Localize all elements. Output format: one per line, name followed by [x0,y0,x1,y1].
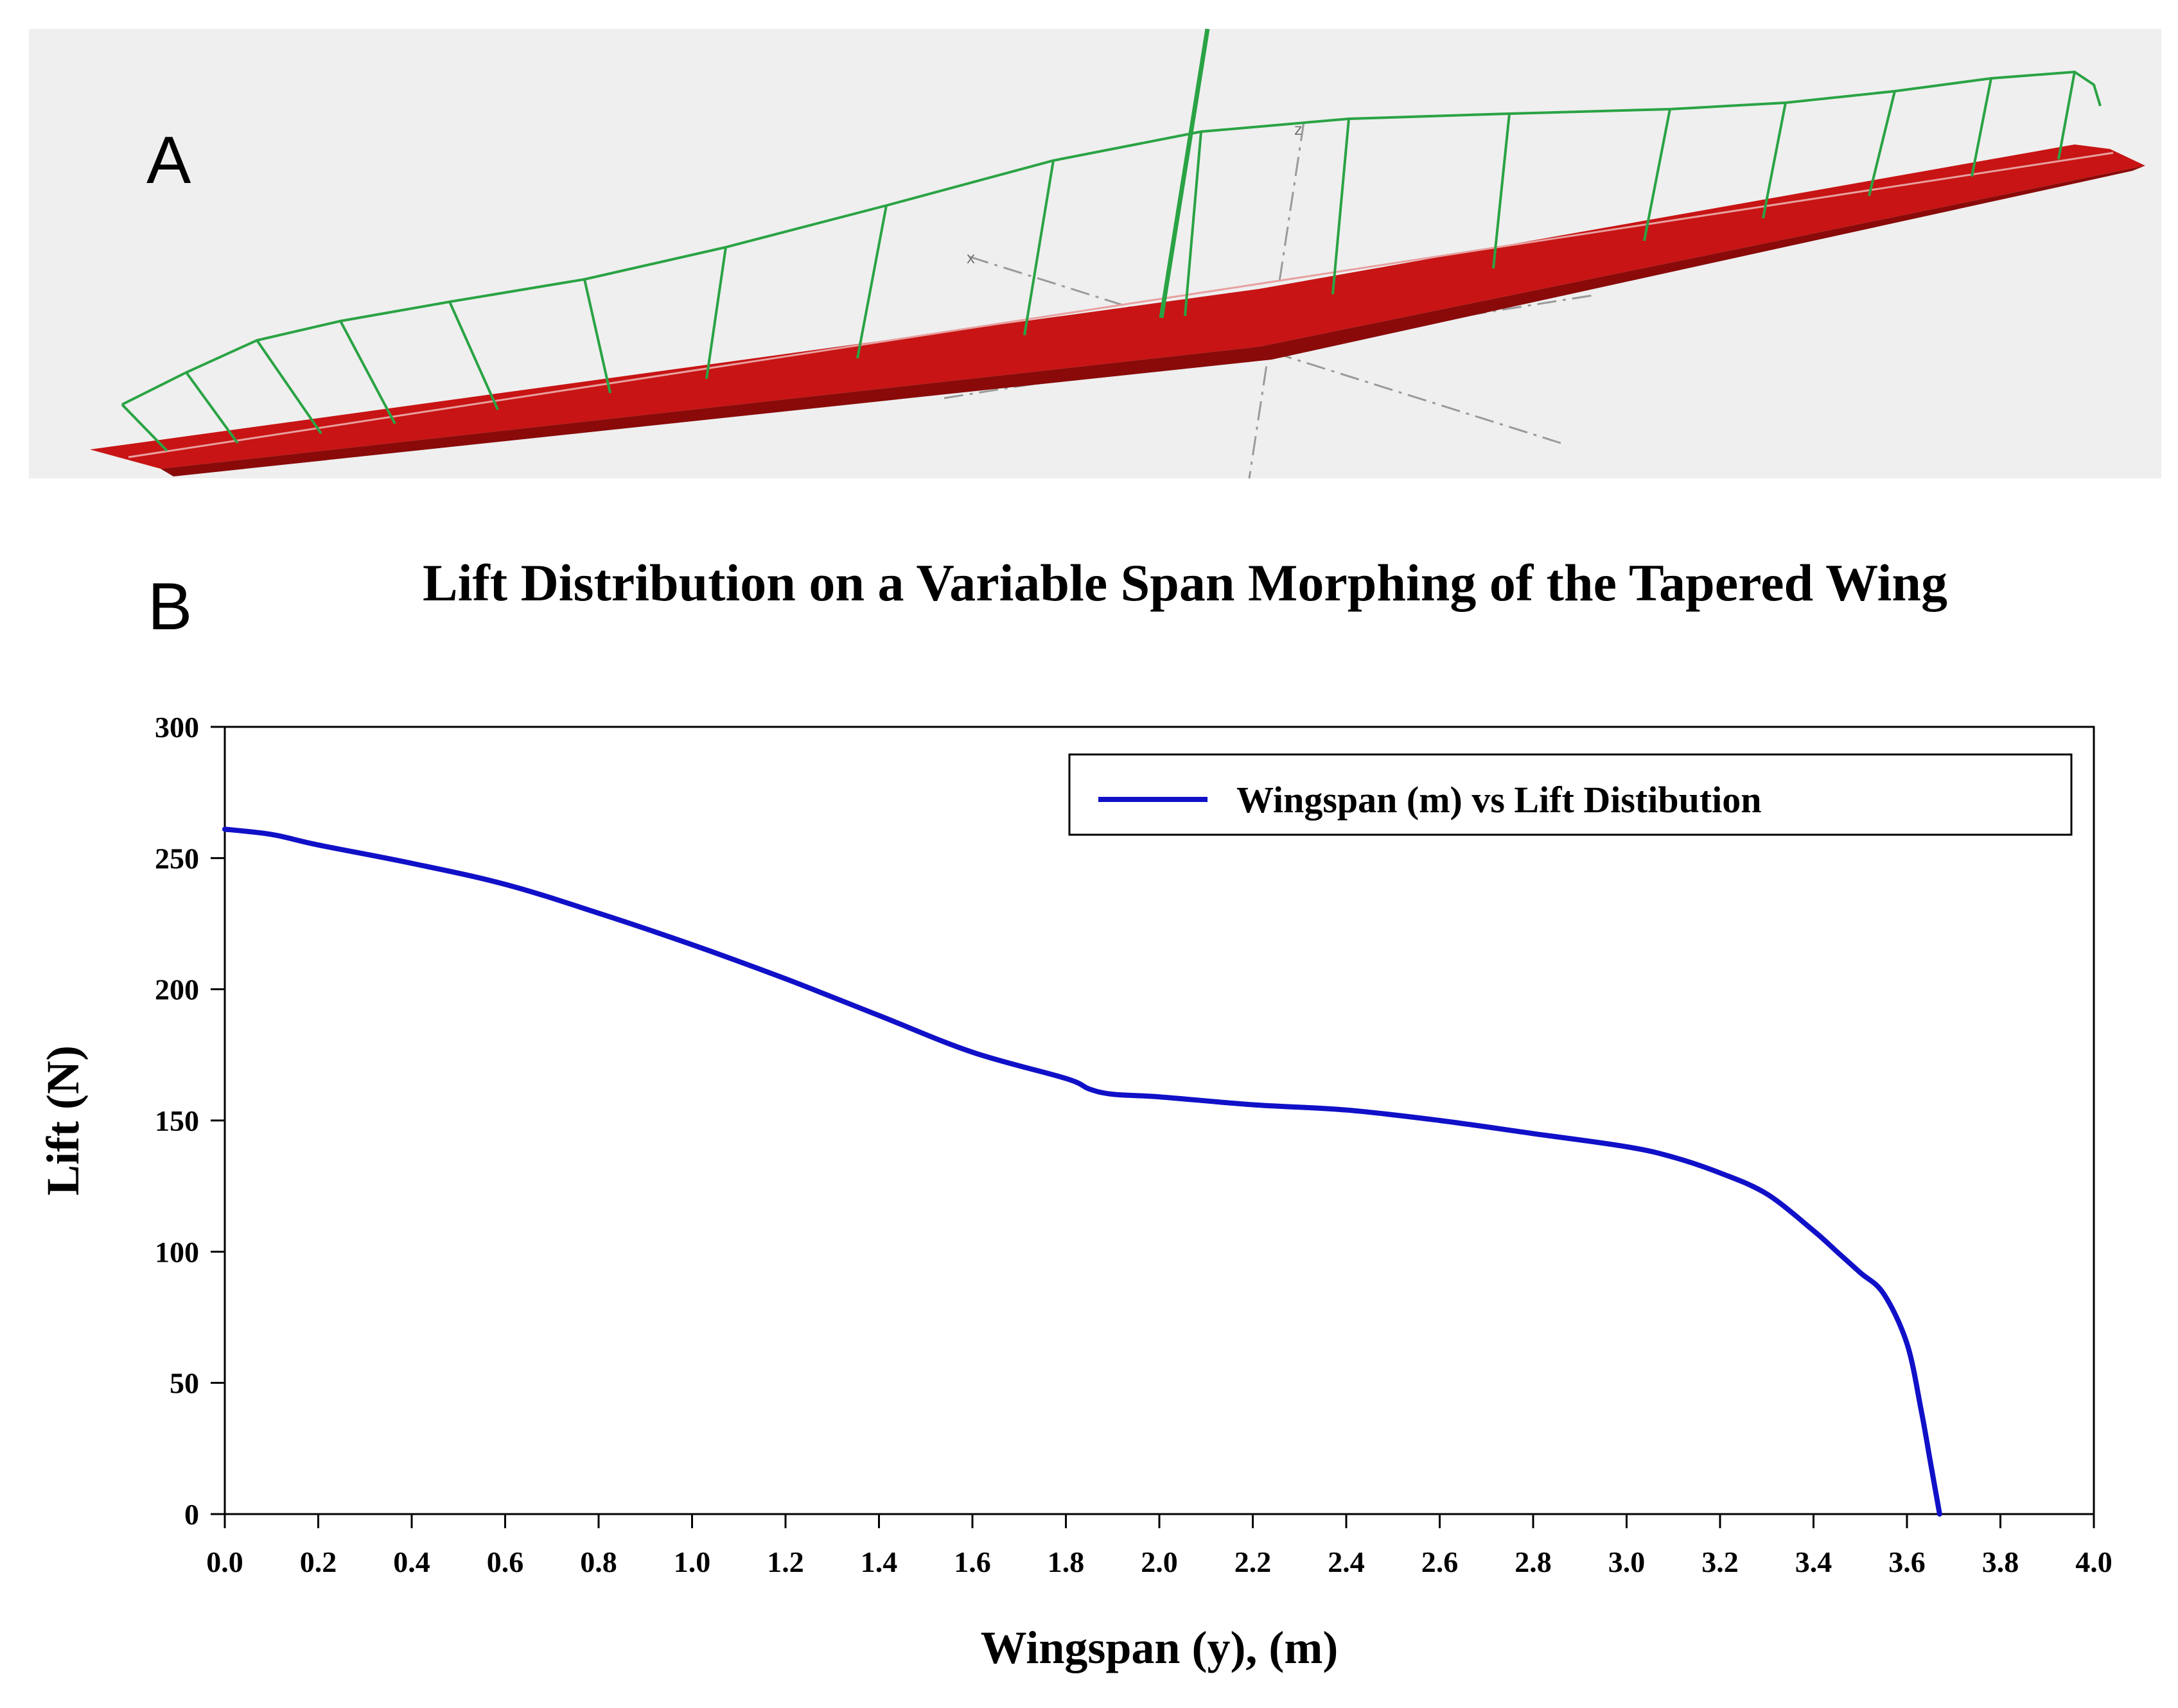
lift-vector-line [121,403,168,452]
lift-vector-line [1643,109,1671,241]
x-tick-label: 0.0 [206,1546,243,1578]
x-axis-ticks: 0.0 0.2 0.4 0.6 0.8 1.0 1.2 1.4 1.6 1.8 2.0 2.2 2.4 2… [206,1514,2112,1578]
x-tick-label: 0.2 [300,1546,337,1578]
x-tick-label: 3.4 [1795,1546,1832,1578]
x-tick-label: 0.8 [580,1546,617,1578]
y-tick-label: 100 [155,1235,199,1268]
lift-distribution-chart: B Lift Distribution on a Variable Span M… [37,553,2112,1673]
y-tick-label: 300 [155,711,199,744]
y-axis-label: Lift (N) [37,1045,89,1196]
y-axis-ticks: 0 50 100 150 200 250 300 [155,711,225,1531]
axis-marker-x: x [967,248,975,267]
y-tick-label: 50 [170,1367,199,1400]
lift-vector-line [1971,78,1992,177]
x-tick-label: 1.6 [954,1546,991,1578]
y-tick-label: 250 [155,842,199,875]
x-tick-label: 3.6 [1888,1546,1926,1578]
lift-vector-line [339,320,396,424]
x-tick-label: 1.8 [1048,1546,1085,1578]
x-tick-label: 3.0 [1608,1546,1646,1578]
x-tick-label: 2.4 [1328,1546,1365,1578]
x-tick-label: 4.0 [2075,1546,2112,1578]
lift-vector-line [1023,160,1055,336]
lift-vector-line [705,247,727,379]
tapered-wing [90,144,2145,476]
x-tick-label: 1.0 [674,1546,711,1578]
lift-vector-line [856,205,888,359]
panel-b-letter: B [148,570,192,644]
panel-a-letter: A [146,123,191,198]
x-axis-label: Wingspan (y), (m) [981,1622,1339,1673]
y-tick-label: 200 [155,973,199,1006]
center-axis-line [1159,28,1210,318]
lift-vector-line [185,371,239,444]
x-tick-label: 2.0 [1141,1546,1178,1578]
x-tick-label: 1.2 [767,1546,804,1578]
plot-area-frame [224,726,2095,1515]
x-tick-label: 1.4 [861,1546,898,1578]
y-tick-label: 150 [155,1104,199,1137]
lift-vector-line [256,339,322,435]
legend-box [1068,753,2073,836]
lift-vector-line [448,301,499,410]
wing-upper-surface [90,144,2145,469]
lift-vector-line [1184,131,1202,317]
x-tick-label: 2.6 [1421,1546,1459,1578]
lift-vector-line [1331,118,1350,295]
x-tick-label: 2.2 [1234,1546,1272,1578]
chart-title: Lift Distribution on a Variable Span Mor… [423,553,1947,612]
legend: Wingspan (m) vs Lift Distibution [1068,753,2073,836]
x-tick-label: 3.2 [1701,1546,1739,1578]
lift-vector-line [1762,102,1787,219]
x-tick-label: 0.4 [393,1546,430,1578]
x-tick-label: 2.8 [1515,1546,1552,1578]
x-tick-label: 0.6 [487,1546,524,1578]
lift-vector-line [1868,91,1896,196]
legend-entry: Wingspan (m) vs Lift Distibution [1236,779,1762,821]
lift-vector-line [583,279,611,394]
lift-vector-line [1492,113,1511,269]
lift-distribution-wireframe [121,70,2102,452]
lift-vector-line [2057,71,2076,160]
x-tick-label: 3.8 [1982,1546,2019,1578]
y-tick-label: 0 [184,1498,199,1531]
wing-chord-line [128,152,2114,458]
wing-rendering-panel: A x z [29,28,2161,479]
series-line-lift [222,826,1942,1517]
